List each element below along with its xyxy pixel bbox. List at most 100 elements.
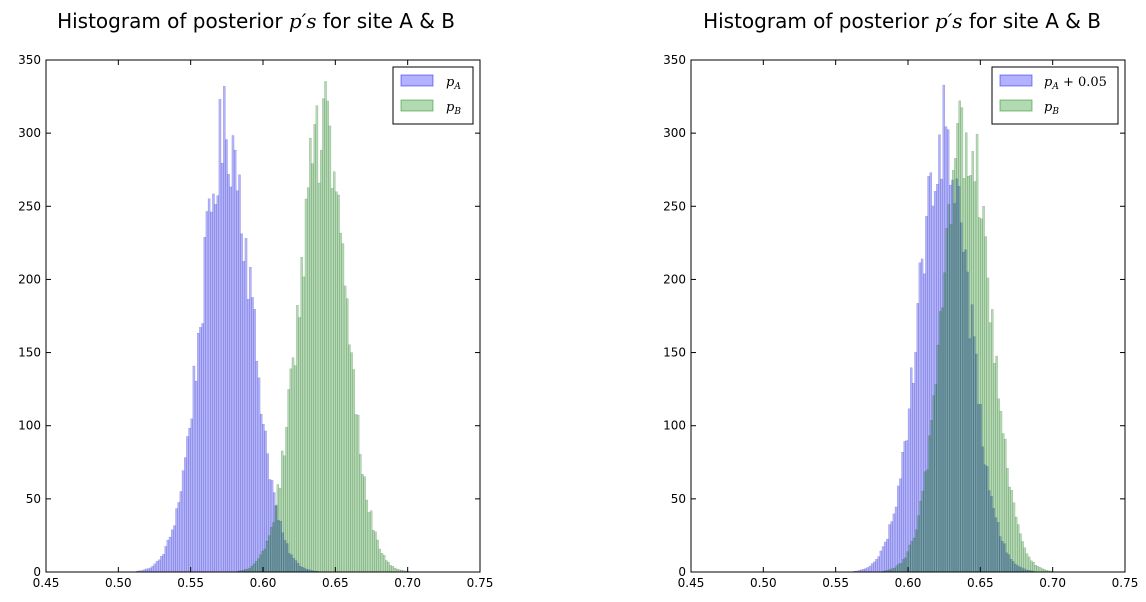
histogram-bar [877,556,880,573]
histogram-bar [361,474,364,573]
histogram-bar [265,540,269,573]
histogram-bar [280,450,284,573]
histogram-bar [899,478,902,573]
histogram-bar [328,125,332,573]
histogram-bar [249,267,252,573]
right-legend-swatch-a [999,74,1033,87]
histogram-bar [199,327,202,573]
histogram-bar [173,525,176,573]
histogram-bar [283,455,286,573]
histogram-bar [298,317,301,573]
histogram-bar [259,554,262,573]
y-tick-label: 350 [663,53,686,67]
histogram-bar [324,81,327,573]
histogram-bar [999,411,1003,573]
left-axis-ticks: 0.45 0.50 0.55 0.60 0.65 0.70 0.75 0 50 100 150 200… [18,53,493,590]
histogram-bar [945,228,948,573]
histogram-bar [369,510,373,573]
left-panel: Histogram of posterior p′s for site A & … [18,9,493,590]
histogram-bar [272,522,275,573]
histogram-bar [956,123,959,573]
histogram-bar [225,139,228,573]
histogram-bar [166,539,170,573]
x-tick-label: 0.45 [33,576,60,590]
histogram-bar [932,395,935,573]
histogram-bar [346,298,349,573]
histogram-bar [207,198,211,573]
histogram-bar [164,546,167,573]
histogram-bar [253,309,256,573]
histogram-bar [899,563,903,573]
histogram-bar [177,502,180,573]
y-tick-label: 350 [18,53,41,67]
y-tick-label: 50 [671,492,686,506]
x-tick-label: 0.70 [1039,576,1066,590]
histogram-bar [335,191,338,573]
histogram-bar [365,499,369,573]
histogram-bar [938,311,942,573]
histogram-bar [315,105,319,573]
right-legend-box [991,66,1119,125]
histogram-bar [1010,490,1014,573]
histogram-bar [1027,556,1031,573]
histogram-bar [304,198,308,573]
histogram-bar [971,151,974,573]
histogram-bar [1012,502,1016,573]
left-chart-title: Histogram of posterior p′s for site A & … [57,9,455,33]
histogram-bar [313,124,316,573]
histogram-bar [350,352,353,573]
left-legend: pA pB [392,66,474,125]
histogram-bar [339,232,342,573]
y-tick-label: 300 [18,126,41,140]
histogram-bar [181,470,185,573]
histogram-bar [967,176,970,573]
histogram-bar [387,562,390,573]
histogram-bar [190,418,193,573]
y-tick-label: 0 [33,565,41,579]
histogram-bar [934,384,938,573]
histogram-bar [356,414,360,573]
histogram-bar [227,174,230,573]
histogram-bar [151,565,154,573]
histogram-bar [252,563,256,573]
histogram-bar [149,567,152,573]
right-panel: Histogram of posterior p′s for site A & … [663,9,1138,590]
histogram-bar [257,377,261,573]
histogram-bar [147,568,150,573]
histogram-bar [287,389,290,573]
histogram-bar [276,484,280,573]
histogram-bar [376,539,379,573]
histogram-bar [246,299,250,573]
histogram-bar [291,357,295,573]
histogram-bar [873,561,876,573]
histogram-bar [958,100,961,573]
x-tick-label: 0.70 [394,576,421,590]
histogram-bar [908,544,912,573]
histogram-bar [302,276,306,573]
histogram-bar [881,546,885,573]
histogram-bar [322,98,325,573]
histogram-bar [866,567,870,573]
histogram-bar [964,132,968,573]
histogram-bar [1034,564,1037,573]
histogram-bar [943,272,946,573]
histogram-bar [330,188,334,573]
histogram-bar [902,559,905,573]
histogram-bar [1014,516,1018,573]
histogram-bar [250,565,254,573]
histogram-bar [982,205,985,573]
y-tick-label: 150 [663,346,686,360]
histogram-bar [941,307,944,573]
histogram-bar [293,365,297,573]
y-tick-label: 200 [663,272,686,286]
histogram-bar [175,508,178,573]
histogram-bar [248,567,251,573]
histogram-bar [910,541,914,573]
histogram-bar [220,162,224,573]
histogram-bar [997,398,1001,573]
histogram-bar [886,538,889,573]
histogram-bar [255,360,259,573]
right-chart-title: Histogram of posterior p′s for site A & … [703,9,1101,33]
histogram-bar [912,537,916,573]
histogram-bar [864,568,867,573]
